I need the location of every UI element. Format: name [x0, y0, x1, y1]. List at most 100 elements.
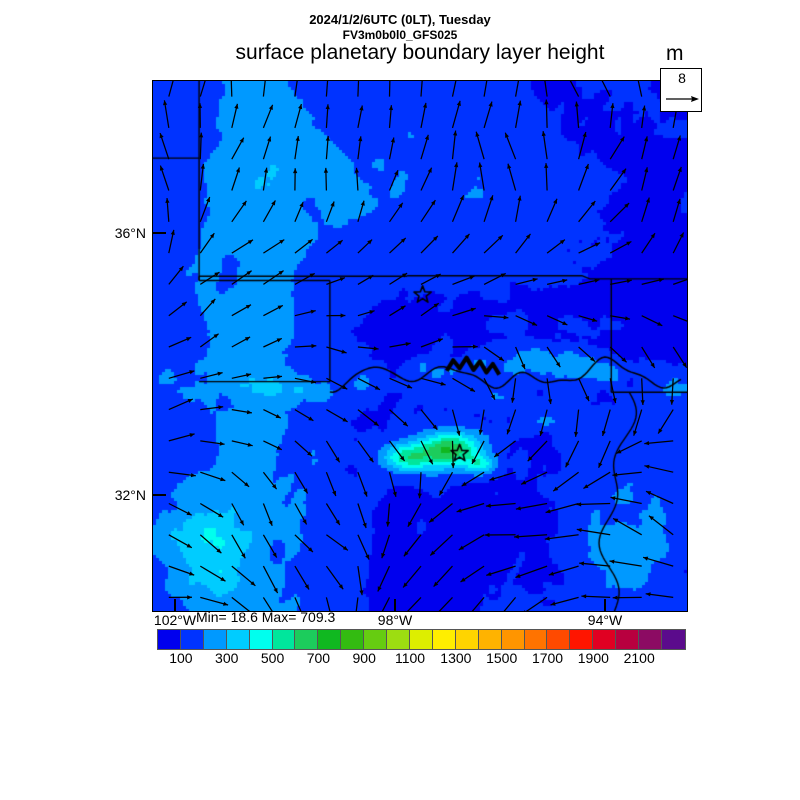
wind-vector-head	[246, 373, 252, 378]
wind-vector-head	[515, 506, 521, 511]
wind-vector-head	[625, 316, 630, 321]
wind-vector-head	[310, 309, 316, 314]
wind-vector-head	[159, 133, 164, 139]
wind-vector-shaft	[642, 556, 674, 567]
wind-vector-head	[657, 321, 663, 326]
colorbar-tick-label: 100	[169, 650, 193, 666]
wind-vector-head	[458, 545, 464, 550]
wind-vector-shaft	[525, 596, 548, 611]
wind-vector-head	[246, 410, 252, 415]
wind-vector-head	[515, 573, 521, 578]
wind-vector-head	[544, 163, 549, 168]
wind-vector-head	[390, 137, 395, 143]
wind-vector-head	[325, 135, 330, 141]
wind-vector-shaft	[485, 502, 516, 507]
wind-vector-head	[186, 511, 192, 516]
wind-vector-head	[646, 491, 652, 496]
wind-vector-head	[400, 305, 406, 311]
wind-vector-head	[432, 424, 438, 430]
wind-vector-shaft	[583, 471, 611, 490]
wind-vector-shaft	[451, 130, 457, 160]
wind-vector-head	[403, 582, 408, 588]
wind-vector-head	[304, 584, 309, 590]
wind-vector-shaft	[483, 81, 488, 97]
wind-vector-head	[373, 421, 379, 426]
wind-vector-head	[456, 508, 462, 513]
wind-vector-head	[679, 232, 684, 238]
wind-vector-shaft	[381, 597, 391, 611]
wind-vector-shaft	[579, 562, 611, 567]
wind-vector-head	[582, 132, 587, 138]
wind-vector-head	[394, 170, 398, 176]
wind-vector-head	[620, 136, 625, 142]
wind-vector-head	[359, 105, 364, 111]
colorbar-tick-label: 900	[352, 650, 376, 666]
wind-vector-shaft	[644, 465, 674, 473]
wind-vector-shaft	[610, 496, 642, 505]
lon-tick-mark-94w	[604, 599, 606, 612]
wind-vector-head	[544, 536, 550, 541]
wind-vector-head	[469, 275, 475, 280]
wind-vector-head	[338, 584, 344, 590]
wind-vector-shaft	[612, 471, 642, 476]
colorbar-tick-label: 1900	[577, 650, 609, 666]
wind-vector-head	[433, 581, 439, 587]
wind-vector-shaft	[609, 560, 642, 567]
wind-vector-head	[590, 201, 596, 206]
colorbar	[157, 629, 686, 650]
colorbar-segment	[593, 630, 617, 649]
wind-vector-head	[337, 240, 343, 245]
wind-vector-head	[335, 457, 340, 463]
wind-vector-head	[616, 449, 622, 454]
wind-vector-head	[613, 518, 619, 523]
wind-vector-head	[400, 238, 406, 243]
wind-vector-shaft	[672, 315, 687, 322]
wind-vector-head	[677, 166, 682, 173]
units-label: m	[666, 42, 684, 65]
colorbar-tick-label: 700	[306, 650, 331, 666]
wind-vector-head	[181, 301, 187, 307]
wind-vector-shaft	[576, 528, 611, 536]
wind-vector-head	[276, 338, 282, 343]
wind-vector-head	[293, 168, 298, 174]
wind-vector-head	[402, 421, 408, 427]
wind-vector-head	[650, 362, 655, 368]
wind-vector-shaft	[552, 471, 579, 492]
wind-vector-shaft	[569, 81, 580, 97]
wind-vector-head	[250, 581, 256, 586]
wind-vector-head	[489, 195, 494, 201]
wind-vector-head	[514, 534, 519, 539]
wind-vector-head	[507, 163, 512, 169]
lon-tick-label-98w: 98°W	[377, 612, 413, 628]
wind-vector-head	[307, 239, 313, 244]
wind-vector-head	[440, 381, 446, 386]
wind-vector-head	[505, 132, 509, 138]
wind-vector-head	[677, 135, 681, 141]
wind-vector-head	[342, 385, 348, 390]
wind-vector-shaft	[388, 81, 391, 97]
wind-vector-head	[342, 545, 348, 551]
wind-vector-head	[576, 528, 582, 533]
wind-vector-head	[218, 513, 224, 518]
wind-vector-head	[267, 136, 272, 142]
colorbar-segment	[158, 630, 181, 649]
wind-vector-head	[272, 484, 277, 490]
wind-vector-key: 8	[660, 68, 702, 112]
wind-vector-head	[223, 601, 229, 606]
wind-vector-shaft	[486, 565, 516, 576]
wind-vector-head	[424, 134, 429, 140]
colorbar-segment	[409, 630, 433, 649]
wind-vector-head	[470, 307, 476, 312]
colorbar-segment	[249, 630, 273, 649]
wind-vector-head	[187, 595, 192, 600]
wind-vector-head	[490, 394, 495, 400]
wind-vector-shaft	[355, 597, 359, 611]
wind-vector-shaft	[294, 597, 302, 611]
wind-vector-head	[358, 136, 363, 142]
wind-vector-head	[644, 136, 649, 142]
wind-vector-shaft	[601, 81, 611, 97]
colorbar-segment	[639, 630, 662, 649]
wind-vector-shaft	[548, 565, 579, 576]
wind-vector-head	[475, 131, 480, 137]
wind-vector-head	[430, 550, 436, 556]
